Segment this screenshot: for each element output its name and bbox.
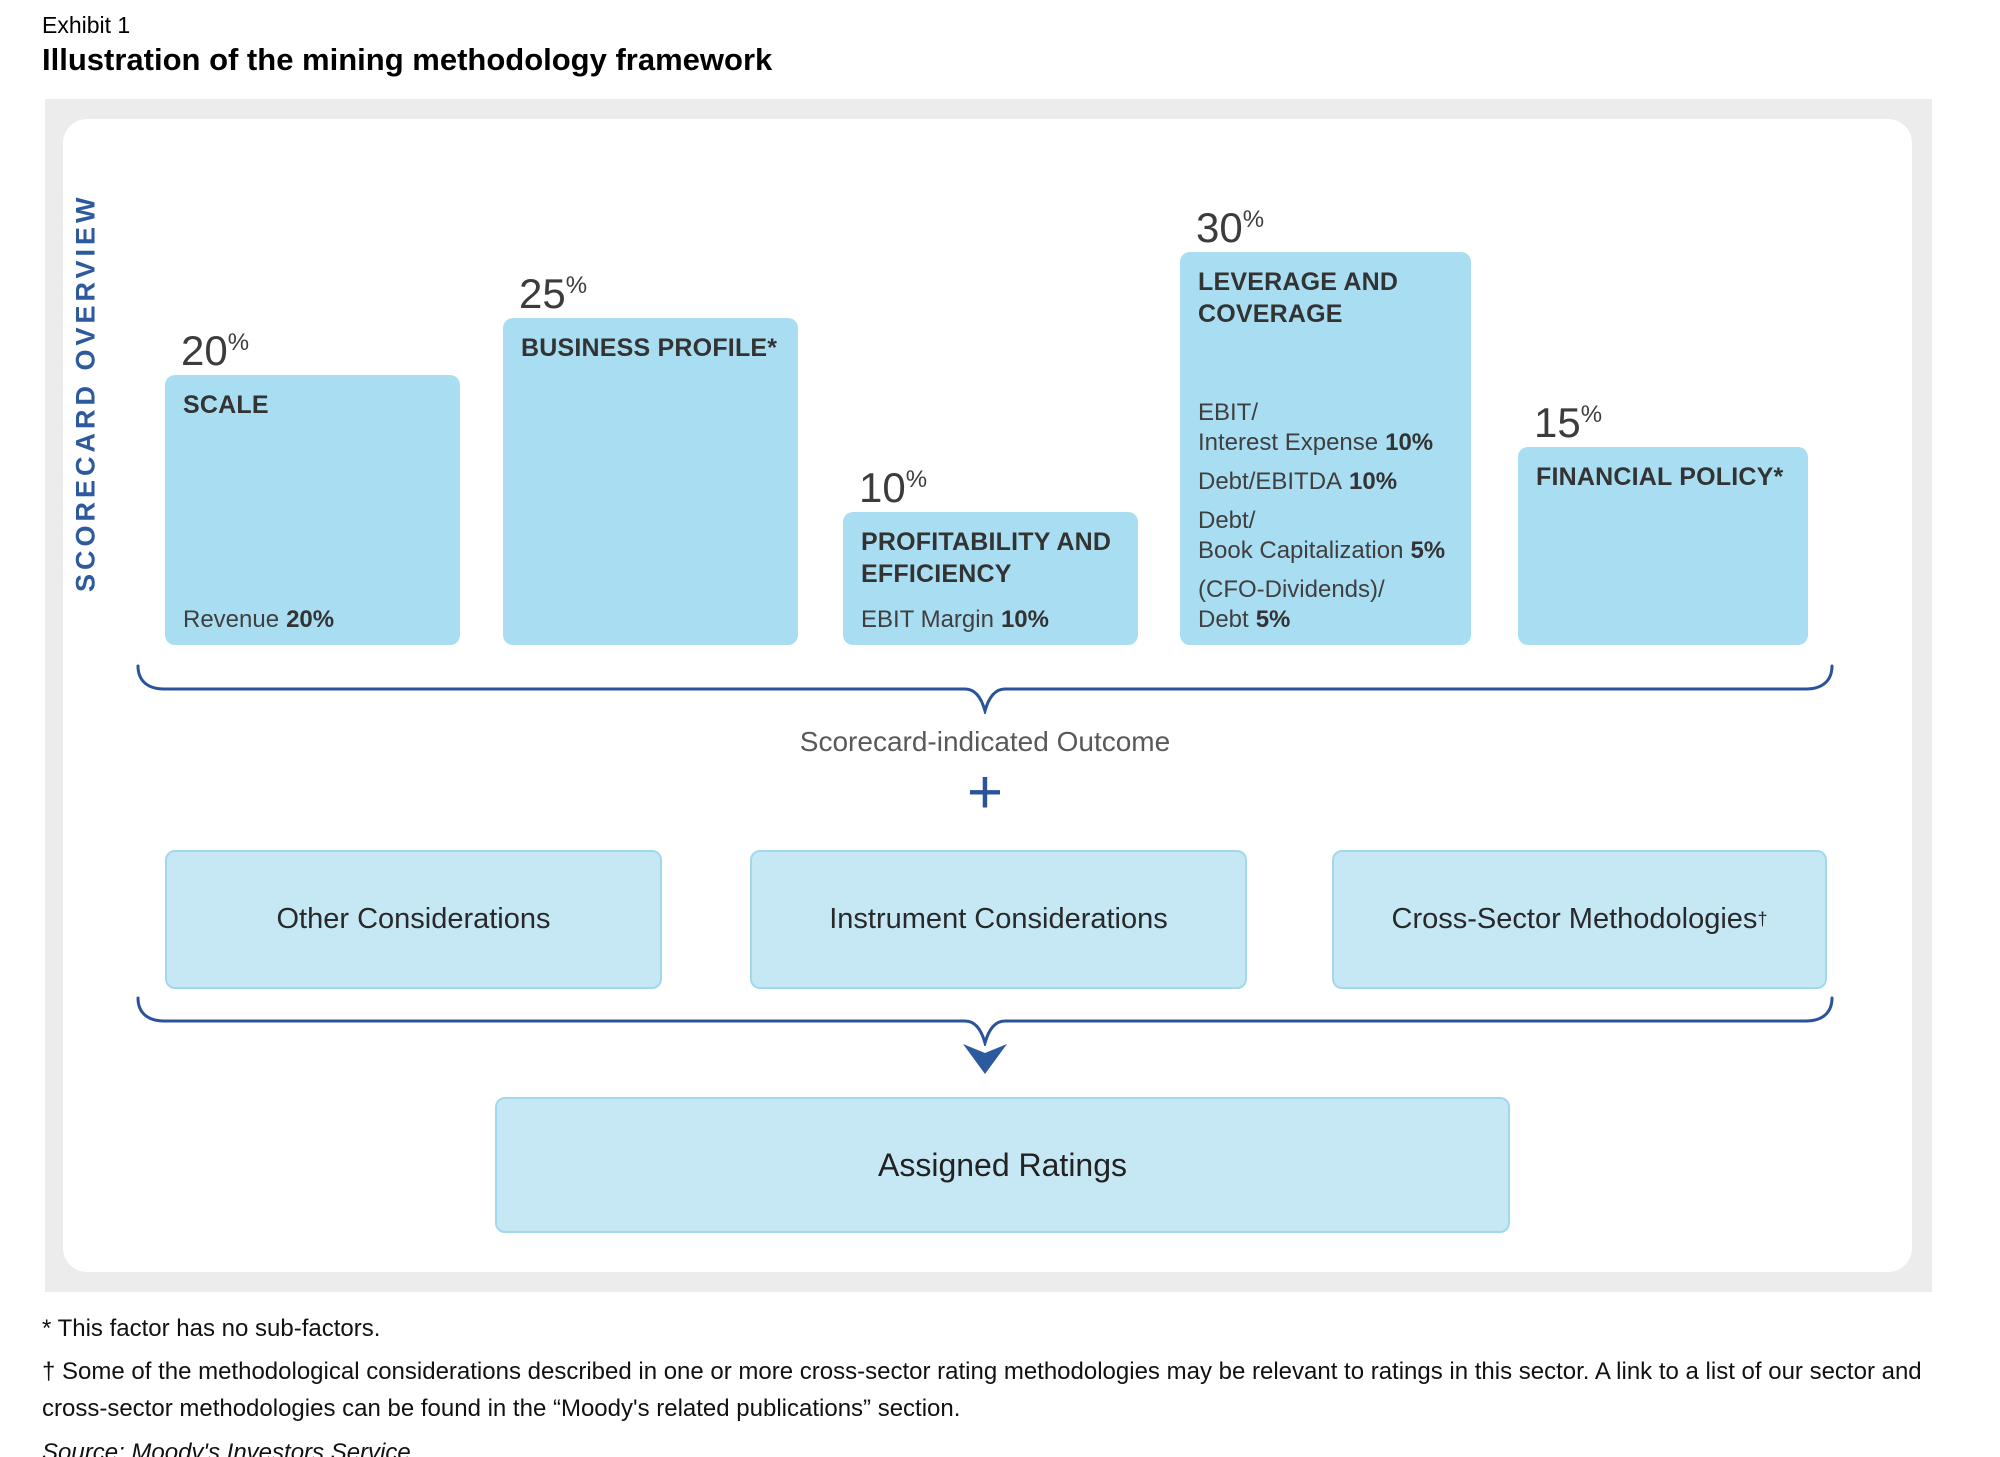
factor-name: PROFITABILITY AND EFFICIENCY [861, 528, 1112, 588]
percent-sign: % [1242, 206, 1265, 233]
weight-value: 20 [181, 327, 228, 374]
factor-box-leverage-coverage: LEVERAGE AND COVERAGE EBIT/ Interest Exp… [1180, 252, 1471, 645]
instrument-considerations-box: Instrument Considerations [750, 850, 1247, 989]
assigned-ratings-box: Assigned Ratings [495, 1097, 1510, 1233]
percent-sign: % [565, 272, 588, 299]
down-arrow-icon [963, 1044, 1007, 1074]
subfactor-value: 10% [1385, 429, 1434, 456]
factor-weight-business-profile: 25% [519, 262, 587, 318]
footnote-dagger: † Some of the methodological considerati… [42, 1358, 1922, 1423]
subfactor-label: Debt [1198, 606, 1249, 633]
subfactor-value: 5% [1255, 606, 1291, 633]
factor-name: FINANCIAL POLICY* [1536, 463, 1784, 491]
subfactor-label: EBIT/ [1198, 399, 1259, 426]
box-label: Other Considerations [276, 903, 551, 935]
subfactor: Debt/ Book Capitalization 5% [1198, 506, 1463, 566]
scorecard-outcome-label: Scorecard-indicated Outcome [799, 726, 1171, 757]
subfactor: EBIT/ Interest Expense 10% [1198, 398, 1463, 458]
subfactor-label: Debt/EBITDA [1198, 468, 1343, 495]
curly-brace-top [136, 664, 1834, 714]
box-label: Instrument Considerations [829, 903, 1168, 935]
subfactor: Revenue 20% [183, 605, 452, 635]
weight-value: 25 [519, 270, 566, 317]
subfactor: (CFO-Dividends)/ Debt 5% [1198, 575, 1463, 635]
factor-name: BUSINESS PROFILE* [521, 334, 778, 362]
percent-sign: % [227, 329, 250, 356]
factor-box-business-profile: BUSINESS PROFILE* [503, 318, 798, 645]
plus-icon: + [966, 758, 1004, 827]
weight-value: 15 [1534, 399, 1581, 446]
subfactor-label: Revenue [183, 606, 280, 633]
factor-weight-scale: 20% [181, 319, 249, 375]
subfactor-label: Debt/ [1198, 507, 1256, 534]
white-card [63, 119, 1912, 1272]
subfactor-value: 20% [286, 606, 335, 633]
box-label: Cross-Sector Methodologies [1391, 903, 1758, 935]
dagger-sup: † [1757, 909, 1768, 929]
factor-name: LEVERAGE AND COVERAGE [1198, 268, 1399, 328]
subfactor-value: 10% [1349, 468, 1398, 495]
subfactor-label: Interest Expense [1198, 429, 1379, 456]
footnote-asterisk: * This factor has no sub-factors. [42, 1315, 381, 1342]
factor-box-financial-policy: FINANCIAL POLICY* [1518, 447, 1808, 645]
cross-sector-methodologies-box: Cross-Sector Methodologies † [1332, 850, 1827, 989]
subfactor-label: Book Capitalization [1198, 537, 1404, 564]
factor-weight-profitability: 10% [859, 456, 927, 512]
page-title: Illustration of the mining methodology f… [42, 42, 773, 77]
factor-name: SCALE [183, 391, 269, 419]
curly-brace-bottom [136, 996, 1834, 1046]
exhibit-label: Exhibit 1 [42, 12, 131, 38]
factor-box-profitability: PROFITABILITY AND EFFICIENCY EBIT Margin… [843, 512, 1138, 645]
subfactor-label: (CFO-Dividends)/ [1198, 576, 1385, 603]
subfactor-value: 5% [1410, 537, 1446, 564]
other-considerations-box: Other Considerations [165, 850, 662, 989]
weight-value: 30 [1196, 204, 1243, 251]
source-line: Source: Moody's Investors Service [42, 1438, 411, 1457]
factor-box-scale: SCALE Revenue 20% [165, 375, 460, 645]
factor-weight-leverage: 30% [1196, 196, 1264, 252]
subfactor-value: 10% [1000, 606, 1049, 633]
weight-value: 10 [859, 464, 906, 511]
box-label: Assigned Ratings [877, 1146, 1128, 1183]
percent-sign: % [1580, 401, 1603, 428]
percent-sign: % [905, 466, 928, 493]
subfactor-label: EBIT Margin [861, 606, 994, 633]
subfactor: EBIT Margin 10% [861, 605, 1130, 635]
footnotes: * This factor has no sub-factors. † Some… [42, 1310, 1960, 1457]
subfactor: Debt/EBITDA 10% [1198, 467, 1463, 497]
factor-weight-financial-policy: 15% [1534, 391, 1602, 447]
scorecard-overview-vertical-label: SCORECARD OVERVIEW [70, 193, 101, 592]
